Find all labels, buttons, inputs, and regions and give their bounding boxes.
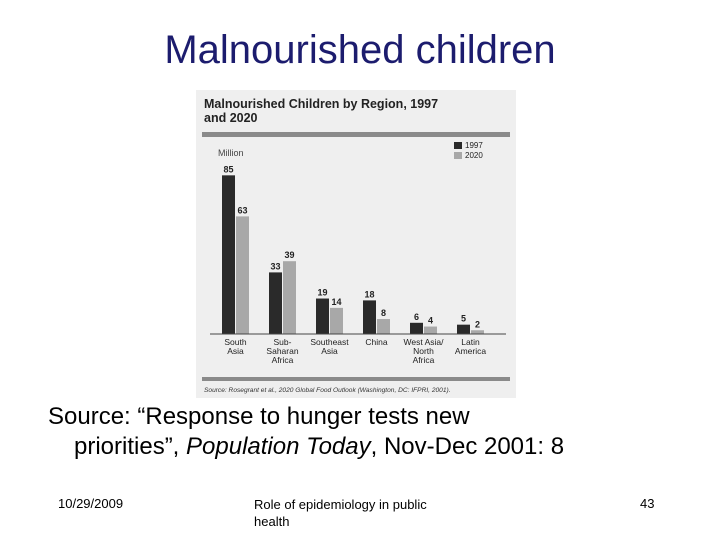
category-label-5-0: Latin: [461, 337, 480, 347]
bar-1997-0: [222, 175, 235, 334]
chart-title-line1: Malnourished Children by Region, 1997: [204, 97, 438, 111]
bar-2020-5: [471, 330, 484, 334]
chart-source-note: Source: Rosegrant et al., 2020 Global Fo…: [204, 387, 451, 394]
chart-footer-rule: [202, 377, 510, 381]
data-label-2020-3: 8: [381, 308, 386, 318]
data-label-2020-0: 63: [237, 205, 247, 215]
category-label-4-2: Africa: [413, 355, 435, 365]
chart-title-line2: and 2020: [204, 111, 258, 125]
footer-date: 10/29/2009: [58, 496, 124, 511]
data-label-1997-1: 33: [270, 261, 280, 271]
category-labels: SouthAsiaSub-SaharanAfricaSoutheastAsiaC…: [224, 337, 486, 365]
source-line2: priorities”, Population Today, Nov-Dec 2…: [48, 432, 698, 462]
source-line2-start: priorities”,: [74, 433, 187, 460]
data-label-1997-0: 85: [223, 164, 233, 174]
data-label-1997-3: 18: [364, 289, 374, 299]
bar-1997-1: [269, 272, 282, 334]
data-label-2020-1: 39: [284, 250, 294, 260]
bar-group: 85 33 19 18 6 5 63 39 14 8 4 2: [222, 164, 484, 334]
source-citation: Source: “Response to hunger tests new pr…: [48, 402, 698, 462]
legend-swatch-1997: [454, 142, 462, 149]
bar-2020-2: [330, 307, 343, 334]
data-label-1997-4: 6: [414, 312, 419, 322]
legend-label-2020: 2020: [465, 151, 483, 160]
category-label-1-1: Saharan: [266, 346, 298, 356]
legend-swatch-2020: [454, 152, 462, 159]
category-label-0-1: Asia: [227, 346, 244, 356]
source-journal-name: Population Today: [186, 433, 371, 460]
chart-figure: Malnourished Children by Region, 1997 an…: [196, 90, 516, 398]
category-label-1-2: Africa: [272, 355, 294, 365]
bar-2020-4: [424, 326, 437, 334]
bar-1997-2: [316, 298, 329, 334]
chart-header-rule: [202, 132, 510, 137]
category-label-2-1: Asia: [321, 346, 338, 356]
data-label-2020-5: 2: [475, 319, 480, 329]
data-label-2020-4: 4: [428, 316, 433, 326]
category-label-4-0: West Asia/: [404, 337, 445, 347]
category-label-3-0: China: [365, 337, 387, 347]
category-label-2-0: Southeast: [310, 337, 349, 347]
chart-background: [196, 90, 516, 398]
bar-chart: Malnourished Children by Region, 1997 an…: [196, 90, 516, 398]
source-line1: Source: “Response to hunger tests new: [48, 403, 470, 430]
source-line2-end: , Nov-Dec 2001: 8: [370, 433, 565, 460]
data-label-2020-2: 14: [331, 297, 341, 307]
bar-2020-3: [377, 319, 390, 334]
slide-title: Malnourished children: [164, 28, 556, 72]
legend-label-1997: 1997: [465, 141, 483, 150]
category-label-5-1: America: [455, 346, 486, 356]
footer-title: Role of epidemiology in public health: [254, 497, 427, 529]
data-label-1997-2: 19: [317, 288, 327, 298]
bar-2020-1: [283, 261, 296, 334]
bar-1997-4: [410, 322, 423, 334]
y-axis-unit-label: Million: [218, 148, 244, 158]
bar-1997-3: [363, 300, 376, 334]
data-label-1997-5: 5: [461, 314, 466, 324]
bar-2020-0: [236, 216, 249, 334]
category-label-1-0: Sub-: [274, 337, 292, 347]
bar-1997-5: [457, 324, 470, 334]
footer-page-number: 43: [640, 496, 655, 511]
category-label-0-0: South: [224, 337, 246, 347]
category-label-4-1: North: [413, 346, 434, 356]
